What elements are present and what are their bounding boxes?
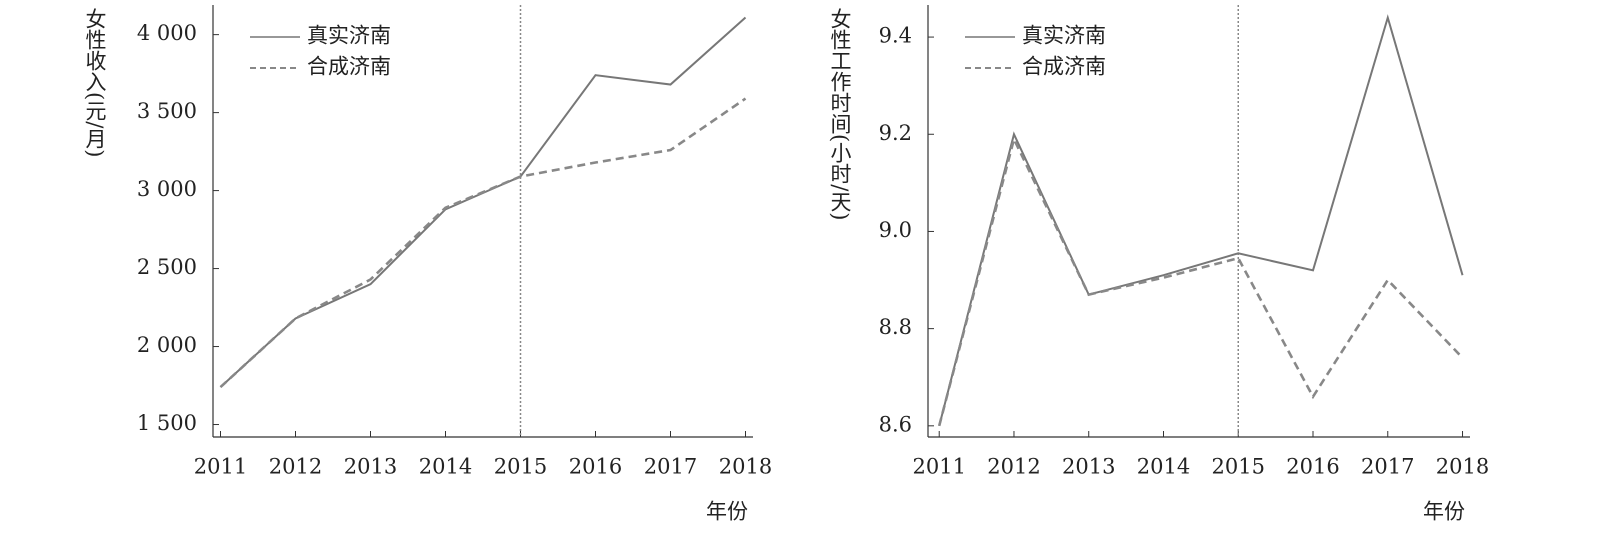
x-axis-label: 年份 — [1423, 500, 1465, 524]
legend-label: 真实济南 — [1022, 24, 1106, 48]
y-tick-label: 2 500 — [137, 255, 197, 279]
legend-label: 合成济南 — [307, 55, 391, 79]
x-tick-label: 2017 — [644, 455, 697, 479]
x-axis-label: 年份 — [706, 500, 748, 524]
legend-label: 合成济南 — [1022, 55, 1106, 79]
y-axis-label: 女性收入(元/月) — [83, 8, 107, 157]
x-tick-label: 2016 — [569, 455, 622, 479]
series-line — [937, 135, 1464, 427]
x-tick-label: 2014 — [419, 455, 472, 479]
y-tick-label: 2 000 — [137, 333, 197, 357]
series-line — [219, 16, 747, 388]
legend-label: 真实济南 — [307, 24, 391, 48]
x-tick-label: 2015 — [494, 455, 547, 479]
x-tick-label: 2011 — [912, 455, 965, 479]
y-axis-label: 女性工作时间(小时/天) — [828, 8, 852, 220]
y-tick-label: 9.4 — [879, 24, 912, 48]
x-tick-label: 2014 — [1137, 455, 1190, 479]
x-tick-label: 2012 — [269, 455, 322, 479]
y-tick-label: 8.8 — [879, 315, 912, 339]
x-tick-label: 2015 — [1212, 455, 1265, 479]
x-tick-label: 2018 — [1436, 455, 1489, 479]
y-tick-label: 8.6 — [879, 412, 912, 436]
x-tick-label: 2013 — [344, 455, 397, 479]
series-line — [938, 14, 1464, 427]
x-tick-label: 2012 — [987, 455, 1040, 479]
x-tick-label: 2017 — [1361, 455, 1414, 479]
y-tick-label: 9.2 — [879, 121, 912, 145]
y-tick-label: 4 000 — [137, 21, 197, 45]
y-tick-label: 1 500 — [137, 411, 197, 435]
y-tick-label: 9.0 — [879, 218, 912, 242]
x-tick-label: 2016 — [1286, 455, 1339, 479]
y-tick-label: 3 500 — [137, 99, 197, 123]
x-tick-label: 2013 — [1062, 455, 1115, 479]
y-tick-label: 3 000 — [137, 177, 197, 201]
series-line — [219, 97, 747, 389]
x-tick-label: 2011 — [194, 455, 247, 479]
x-tick-label: 2018 — [719, 455, 772, 479]
